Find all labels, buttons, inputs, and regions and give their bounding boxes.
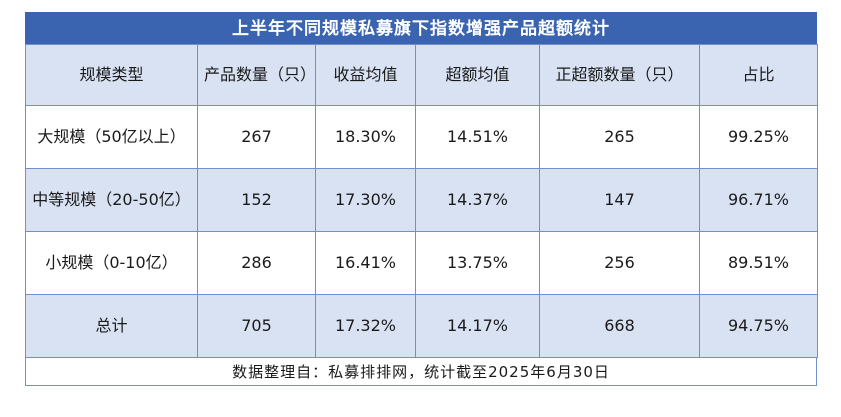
stats-table: 规模类型 产品数量（只） 收益均值 超额均值 正超额数量（只） 占比 大规模（5… [25, 44, 818, 358]
stats-table-container: 上半年不同规模私募旗下指数增强产品超额统计 规模类型 产品数量（只） 收益均值 … [25, 12, 818, 386]
cell-ratio: 99.25% [699, 105, 818, 169]
cell-ratio: 96.71% [699, 168, 818, 232]
cell-count: 267 [197, 105, 316, 169]
table-row: 总计 705 17.32% 14.17% 668 94.75% [25, 294, 818, 358]
cell-count: 286 [197, 231, 316, 295]
cell-return: 18.30% [315, 105, 416, 169]
header-excess: 超额均值 [415, 44, 540, 106]
cell-ratio: 94.75% [699, 294, 818, 358]
cell-return: 16.41% [315, 231, 416, 295]
cell-excess: 14.17% [415, 294, 540, 358]
header-count: 产品数量（只） [197, 44, 316, 106]
header-positive: 正超额数量（只） [539, 44, 700, 106]
table-title: 上半年不同规模私募旗下指数增强产品超额统计 [25, 12, 817, 44]
cell-positive: 256 [539, 231, 700, 295]
cell-positive: 668 [539, 294, 700, 358]
cell-excess: 13.75% [415, 231, 540, 295]
header-row: 规模类型 产品数量（只） 收益均值 超额均值 正超额数量（只） 占比 [25, 44, 818, 106]
source-note: 数据整理自：私募排排网，统计截至2025年6月30日 [25, 358, 817, 386]
header-ratio: 占比 [699, 44, 818, 106]
cell-return: 17.30% [315, 168, 416, 232]
cell-positive: 147 [539, 168, 700, 232]
table-row: 小规模（0-10亿） 286 16.41% 13.75% 256 89.51% [25, 231, 818, 295]
header-return: 收益均值 [315, 44, 416, 106]
table-row: 中等规模（20-50亿） 152 17.30% 14.37% 147 96.71… [25, 168, 818, 232]
cell-type: 大规模（50亿以上） [25, 105, 198, 169]
cell-type: 总计 [25, 294, 198, 358]
cell-positive: 265 [539, 105, 700, 169]
cell-return: 17.32% [315, 294, 416, 358]
cell-excess: 14.51% [415, 105, 540, 169]
cell-type: 中等规模（20-50亿） [25, 168, 198, 232]
cell-type: 小规模（0-10亿） [25, 231, 198, 295]
cell-ratio: 89.51% [699, 231, 818, 295]
table-row: 大规模（50亿以上） 267 18.30% 14.51% 265 99.25% [25, 105, 818, 169]
header-type: 规模类型 [25, 44, 198, 106]
cell-excess: 14.37% [415, 168, 540, 232]
cell-count: 705 [197, 294, 316, 358]
cell-count: 152 [197, 168, 316, 232]
